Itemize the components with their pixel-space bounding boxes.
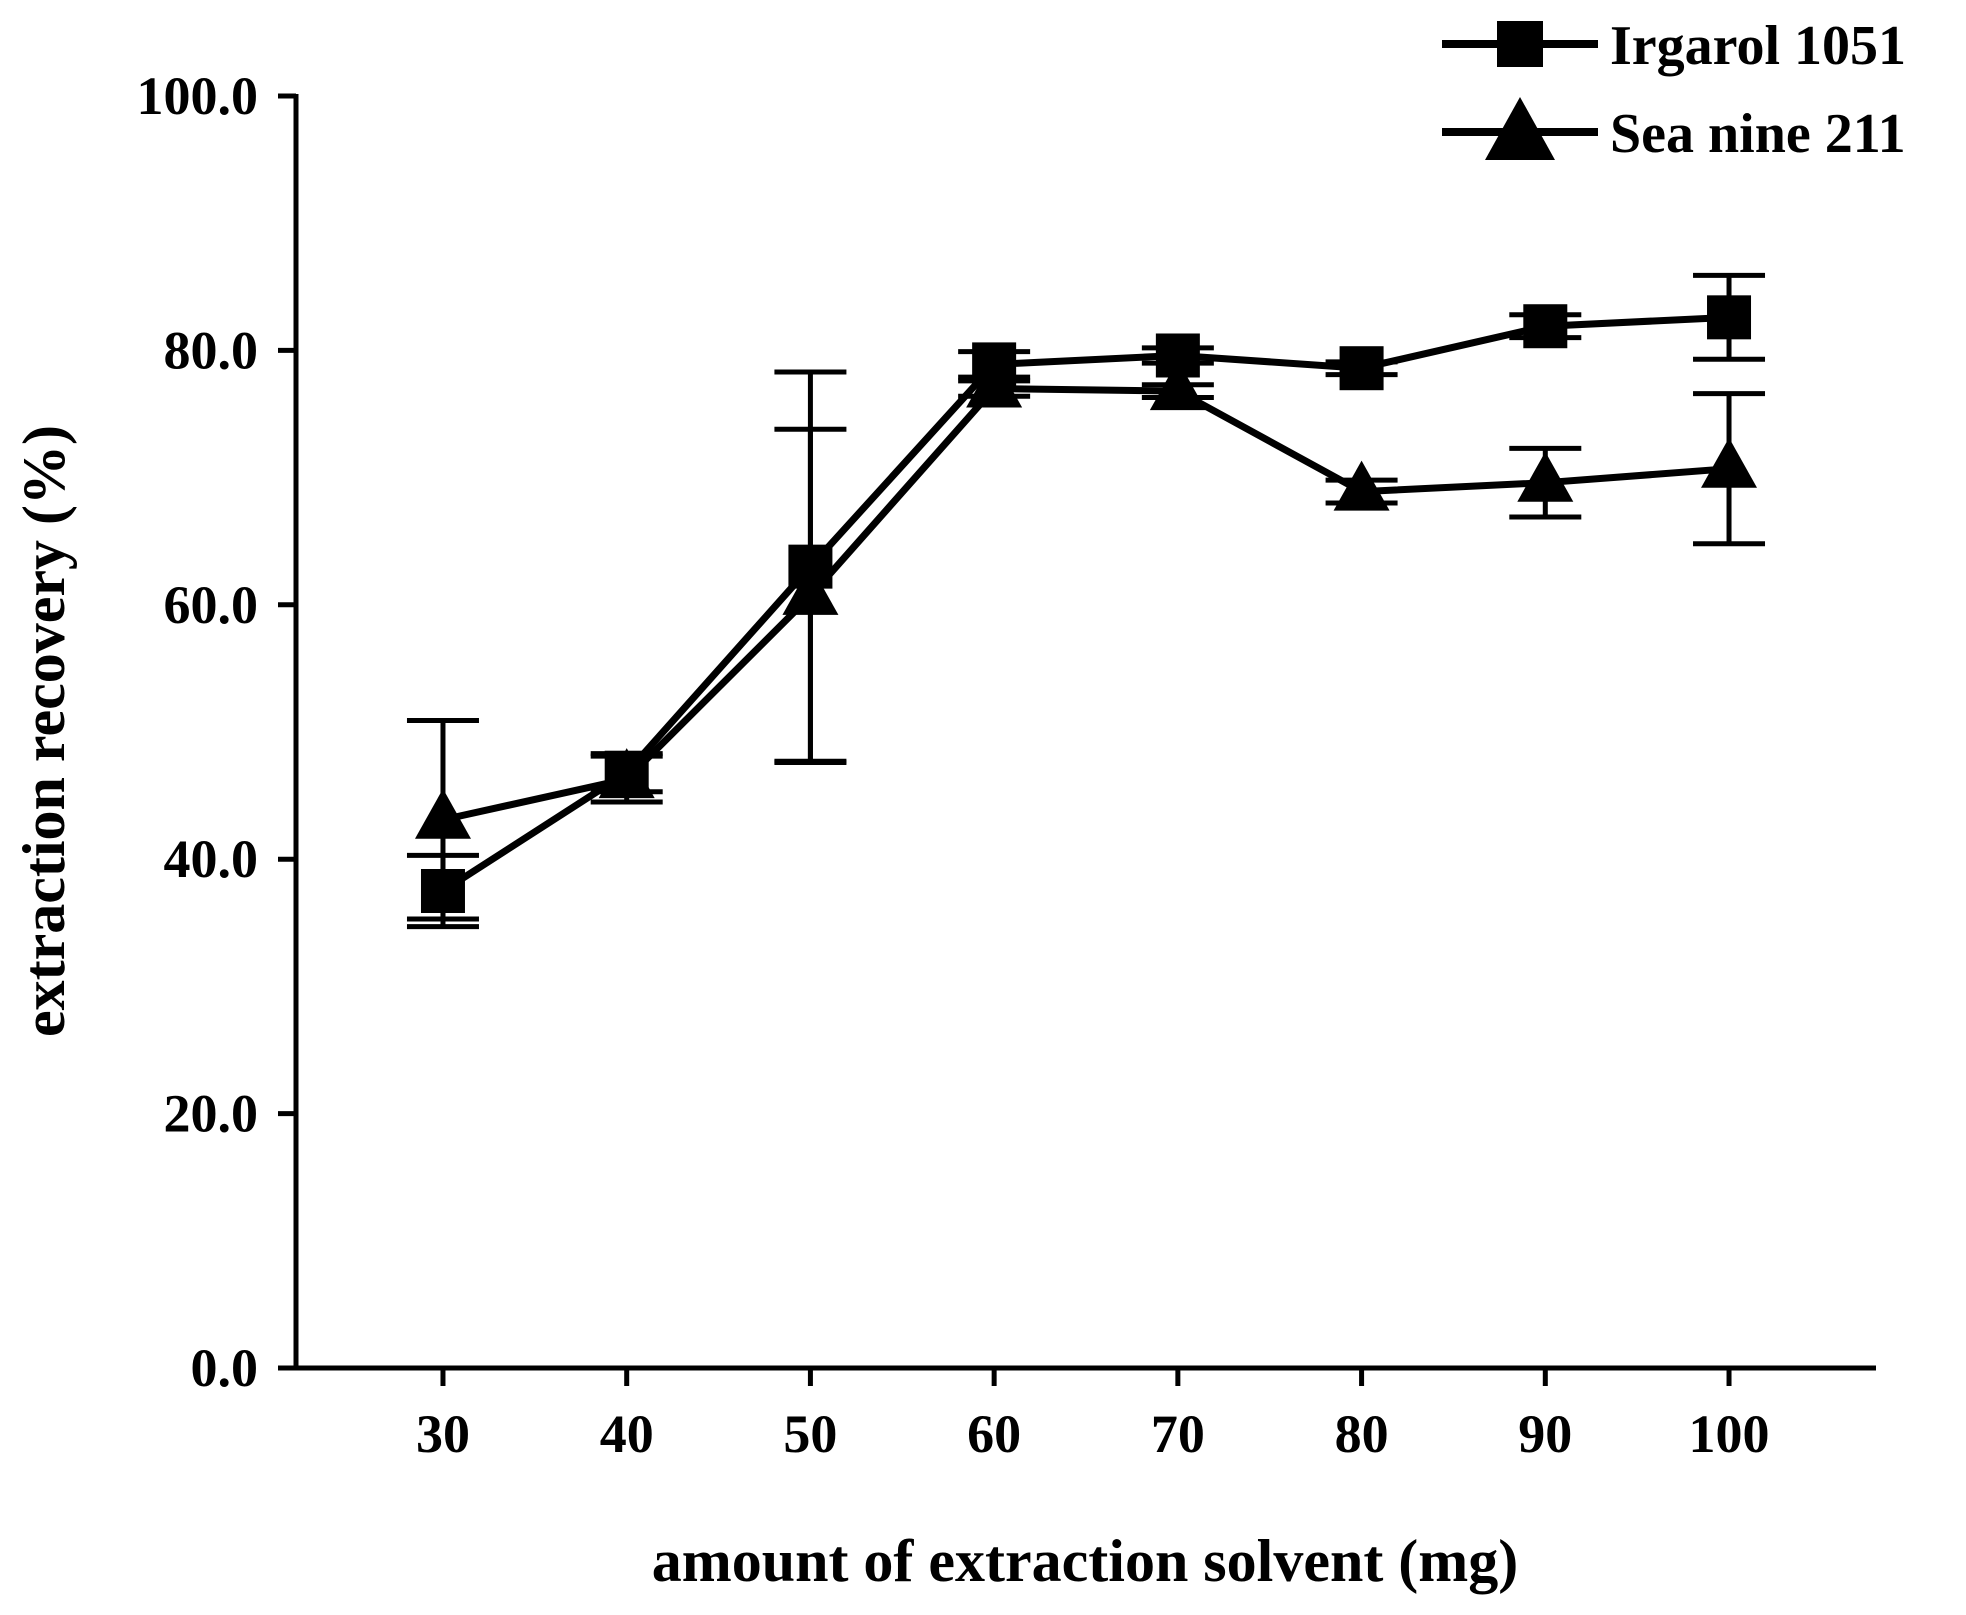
data-point [1707, 295, 1752, 340]
data-point [782, 564, 839, 615]
x-tick-label: 90 [1518, 1404, 1572, 1464]
x-tick-label: 50 [783, 1404, 837, 1464]
series-irgarol-1051 [406, 272, 1766, 930]
y-axis-ticks: 0.0 20.0 40.0 60.0 80.0 100.0 [137, 66, 296, 1398]
x-axis-ticks: 30 40 50 60 70 80 90 100 [416, 1368, 1770, 1464]
series-line [441, 313, 1730, 894]
y-tick-label: 100.0 [137, 66, 259, 126]
data-point [1517, 451, 1574, 502]
data-point [1149, 360, 1206, 411]
data-point [1333, 460, 1390, 511]
y-tick-label: 80.0 [164, 320, 259, 380]
legend-square-marker [1497, 21, 1543, 67]
y-tick-label: 0.0 [191, 1338, 259, 1398]
x-tick-label: 70 [1151, 1404, 1205, 1464]
data-point [1523, 304, 1568, 349]
data-point [966, 357, 1023, 408]
legend: Irgarol 1051 Sea nine 211 [1442, 15, 1906, 165]
x-tick-label: 80 [1335, 1404, 1389, 1464]
data-point [598, 748, 655, 799]
y-tick-label: 40.0 [164, 829, 259, 889]
x-tick-label: 30 [416, 1404, 470, 1464]
legend-label: Irgarol 1051 [1610, 15, 1906, 77]
series-sea-nine-211 [406, 357, 1766, 922]
x-tick-label: 40 [600, 1404, 654, 1464]
legend-item: Sea nine 211 [1442, 96, 1906, 165]
data-point [414, 788, 471, 839]
legend-triangle-marker [1485, 96, 1555, 160]
y-tick-label: 60.0 [164, 575, 259, 635]
series-line [442, 385, 1730, 824]
legend-label: Sea nine 211 [1610, 103, 1906, 165]
y-axis-label: extraction recovery (%) [11, 425, 77, 1037]
series-layer [406, 272, 1766, 930]
x-tick-label: 100 [1689, 1404, 1770, 1464]
axes [293, 94, 1876, 1371]
data-point [1701, 437, 1758, 488]
y-tick-label: 20.0 [164, 1084, 259, 1144]
x-axis-label: amount of extraction solvent (mg) [652, 1528, 1519, 1594]
x-tick-label: 60 [967, 1404, 1021, 1464]
data-point [1339, 346, 1384, 391]
legend-item: Irgarol 1051 [1442, 15, 1906, 77]
